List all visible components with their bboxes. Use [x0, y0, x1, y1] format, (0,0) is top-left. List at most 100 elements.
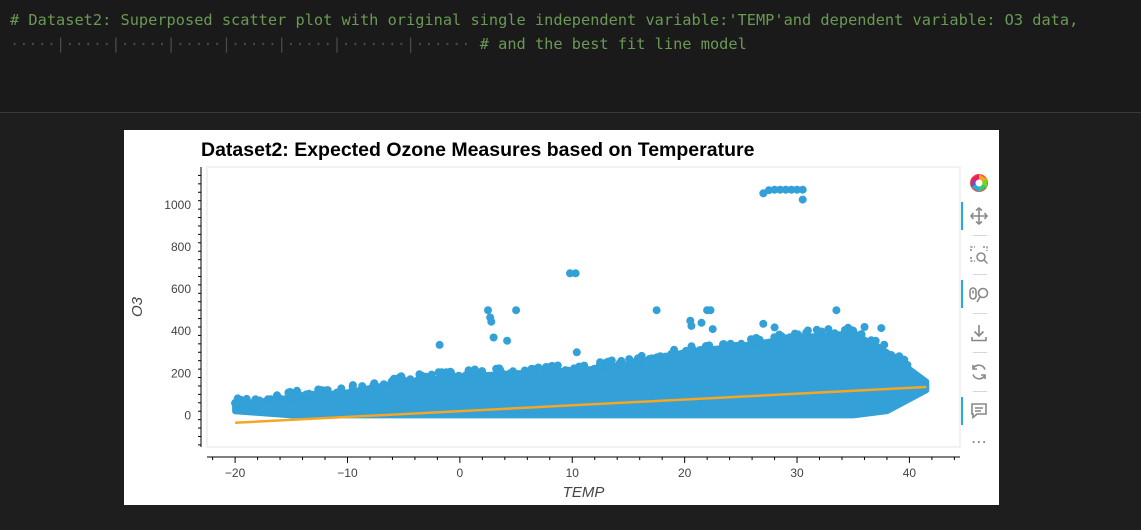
scatter-point [781, 185, 790, 194]
scatter-point [499, 370, 508, 378]
scatter-point [332, 388, 341, 397]
best-fit-line [235, 385, 927, 425]
scatter-point [607, 356, 616, 365]
scatter-point [832, 306, 841, 315]
scatter-point [406, 375, 415, 384]
scatter-point [824, 325, 833, 334]
toolbar-divider [973, 352, 987, 353]
indent-whitespace-markers: ·····|·····|·····|·····|·····|·····|····… [10, 35, 471, 53]
scatter-point [233, 394, 242, 403]
scatter-point [880, 340, 889, 349]
toolbar-divider [973, 235, 987, 236]
scatter-point [321, 389, 329, 398]
scatter-point [874, 343, 883, 352]
scatter-point [787, 185, 796, 194]
scatter-point [627, 357, 636, 366]
scatter-point [661, 352, 670, 361]
scatter-point [389, 380, 398, 389]
scatter-point [798, 185, 807, 194]
more-tools-button[interactable]: ⋯ [961, 424, 997, 458]
scatter-point [580, 361, 589, 370]
scatter-point [590, 364, 599, 373]
scatter-point [756, 339, 765, 348]
scatter-point [566, 269, 574, 278]
box-zoom-icon [970, 246, 989, 265]
plot-toolbar: ⋯ [961, 166, 997, 451]
box-zoom-tool-button[interactable] [961, 238, 997, 272]
scatter-point [527, 364, 536, 373]
scatter-point [478, 367, 487, 376]
scatter-point [346, 389, 355, 398]
scatter-point [434, 368, 443, 377]
scatter-point [652, 306, 661, 315]
scatter-point [798, 195, 807, 204]
toolbar-divider [973, 313, 987, 314]
scatter-point [619, 361, 628, 370]
scatter-point [877, 324, 886, 333]
wheel-zoom-tool-button[interactable] [961, 277, 997, 311]
scatter-point [793, 185, 801, 194]
scatter-point [240, 401, 249, 410]
scatter-point [435, 340, 444, 349]
bokeh-logo-icon[interactable] [961, 166, 997, 200]
scatter-point [770, 333, 779, 342]
scatter-point [358, 382, 367, 391]
scatter-point [484, 306, 492, 315]
x-tick-label: 0 [457, 466, 464, 480]
x-tick-label: 40 [903, 466, 917, 480]
comment-icon [971, 403, 987, 420]
reset-tool-button[interactable] [961, 355, 997, 389]
scatter-point [449, 372, 458, 381]
scatter-point [900, 355, 909, 364]
scatter-point [770, 185, 779, 194]
scatter-point [505, 369, 514, 378]
scatter-point [770, 323, 779, 332]
code-cell[interactable]: # Dataset2: Superposed scatter plot with… [0, 0, 1141, 113]
scatter-point [596, 358, 605, 367]
scatter-point [270, 395, 279, 404]
chart-title: Dataset2: Expected Ozone Measures based … [201, 139, 755, 161]
y-tick-label: 0 [184, 408, 191, 422]
scatter-point [683, 350, 692, 358]
scatter-point [706, 306, 715, 315]
scatter-point [841, 326, 850, 335]
scatter-point [489, 333, 498, 342]
x-tick-label: 20 [678, 466, 692, 480]
scatter-point [653, 355, 662, 364]
x-axis-label: TEMP [563, 484, 605, 501]
y-tick-label: 600 [171, 282, 191, 296]
scatter-point [487, 317, 496, 326]
scatter-point [708, 325, 717, 334]
plot-frame [206, 166, 961, 448]
save-tool-button[interactable] [961, 316, 997, 350]
x-tick-label: 30 [790, 466, 804, 480]
scatter-point [469, 367, 478, 376]
pan-tool-button[interactable] [961, 199, 997, 233]
scatter-point [687, 321, 696, 330]
y-tick-label: 1000 [164, 198, 191, 212]
scatter-point [790, 329, 799, 338]
y-axis-label: O3 [129, 296, 146, 317]
scatter-point [604, 364, 613, 373]
scatter-point [718, 346, 727, 354]
scatter-point [747, 335, 755, 344]
toolbar-divider [973, 391, 987, 392]
scatter-point [370, 379, 379, 388]
scatter-point [571, 269, 580, 278]
scatter-point [633, 354, 642, 363]
scatter-point [302, 390, 311, 399]
scatter-point [397, 374, 405, 383]
scatter-point [776, 185, 785, 194]
scatter-point [669, 349, 677, 358]
scatter-point [759, 319, 768, 328]
scatter-point [503, 336, 512, 345]
scatter-point [732, 341, 741, 350]
scatter-point [860, 323, 869, 331]
hover-tool-button[interactable] [961, 394, 997, 428]
toolbar-divider [973, 274, 987, 275]
scatter-point [251, 395, 260, 404]
scatter-point [697, 346, 705, 354]
bokeh-plot[interactable]: Dataset2: Expected Ozone Measures based … [124, 130, 999, 505]
scatter-point [549, 362, 558, 371]
